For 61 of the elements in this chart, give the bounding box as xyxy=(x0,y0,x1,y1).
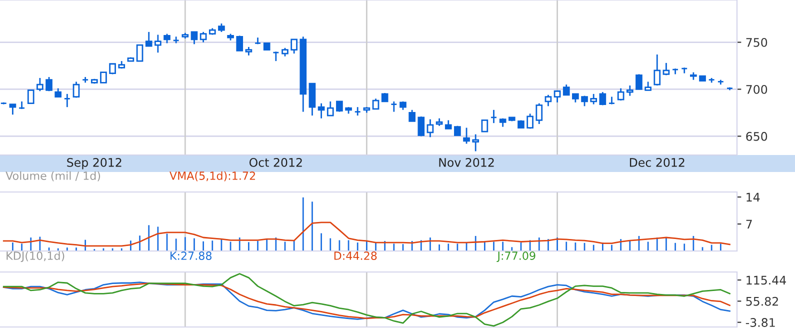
candlestick xyxy=(408,109,416,122)
chart-title: KDJ(10,1d) xyxy=(6,251,64,262)
x-tick-label: Sep 2012 xyxy=(67,158,122,170)
candlestick xyxy=(599,91,606,106)
candlestick xyxy=(426,118,434,138)
y-tick-label: 115.44 xyxy=(746,276,786,285)
candlestick xyxy=(463,127,470,144)
candlestick xyxy=(100,72,107,84)
candlestick xyxy=(481,120,488,132)
candlestick xyxy=(372,98,380,110)
candlestick xyxy=(36,77,44,92)
candlestick xyxy=(626,84,634,97)
line-series xyxy=(2,222,730,247)
candlestick xyxy=(536,102,543,125)
y-tick-label: 700 xyxy=(746,84,768,94)
candlestick xyxy=(290,38,298,54)
candlestick xyxy=(145,31,152,47)
candlestick xyxy=(654,54,661,86)
candlestick xyxy=(200,31,207,43)
candlestick xyxy=(544,94,552,107)
candlestick xyxy=(490,109,498,124)
text: VMA(5,1d):1.72 xyxy=(170,171,255,182)
x-tick-label: Nov 2012 xyxy=(439,158,494,167)
candlestick xyxy=(472,134,480,152)
candlestick xyxy=(64,93,71,108)
y-tick-label: 650 xyxy=(746,132,768,141)
candlestick xyxy=(554,90,561,104)
y-tick-label: 7 xyxy=(746,220,752,228)
y-tick-label: -3.81 xyxy=(746,318,775,327)
text: J:77.09 xyxy=(496,252,536,262)
candlestick xyxy=(136,44,144,62)
candlestick xyxy=(662,62,670,76)
x-tick-label: Dec 2012 xyxy=(630,158,684,167)
x-tick-label: Oct 2012 xyxy=(249,158,302,167)
candlestick xyxy=(272,50,280,62)
candlestick xyxy=(390,100,398,112)
candlestick xyxy=(18,100,26,110)
candlestick xyxy=(9,104,16,116)
candlestick xyxy=(562,84,570,96)
candlestick xyxy=(154,34,162,54)
candlestick xyxy=(190,31,198,45)
y-tick-label: 14 xyxy=(746,192,760,202)
candlestick xyxy=(617,88,624,102)
candlestick xyxy=(636,74,642,90)
line-series xyxy=(2,273,730,327)
candlestick xyxy=(590,93,598,105)
chart-title: Volume (mil / 1d) xyxy=(6,171,100,182)
text: K:27.88 xyxy=(170,252,212,260)
candlestick xyxy=(318,102,325,120)
y-tick-label: 750 xyxy=(746,38,768,47)
candlestick xyxy=(526,112,534,130)
candlestick xyxy=(164,33,170,44)
candlestick xyxy=(326,100,334,116)
candlestick xyxy=(27,89,34,104)
candlestick xyxy=(72,81,80,98)
candlestick xyxy=(336,100,343,112)
candlestick xyxy=(236,35,244,52)
candlestick xyxy=(46,76,52,92)
text: D:44.28 xyxy=(334,252,377,260)
y-tick-label: 55.82 xyxy=(746,296,778,306)
candlestick xyxy=(308,82,316,116)
